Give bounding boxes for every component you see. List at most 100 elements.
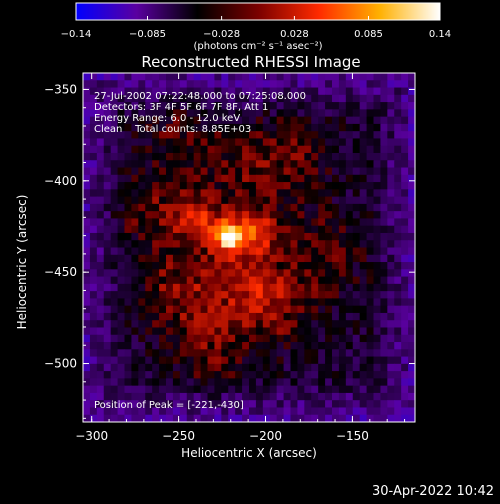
heatmap-cell — [193, 73, 202, 81]
heatmap-cell — [110, 211, 119, 220]
heatmap-cell — [380, 116, 388, 125]
heatmap-cell — [152, 211, 160, 220]
heatmap-cell — [89, 94, 98, 103]
heatmap-cell — [332, 320, 340, 329]
heatmap-cell — [338, 80, 347, 89]
heatmap-cell — [207, 123, 216, 132]
heatmap-cell — [338, 356, 347, 365]
heatmap-cell — [186, 240, 195, 249]
heatmap-cell — [345, 182, 354, 190]
heatmap-cell — [318, 378, 326, 387]
heatmap-cell — [242, 73, 250, 81]
timestamp: 30-Apr-2022 10:42 — [372, 484, 494, 499]
heatmap-cell — [103, 174, 112, 183]
heatmap-cell — [408, 291, 415, 299]
heatmap-cell — [380, 262, 388, 270]
heatmap-cell — [166, 385, 174, 394]
heatmap-cell — [207, 371, 216, 379]
heatmap-cell — [269, 87, 278, 96]
heatmap-cell — [338, 254, 347, 263]
heatmap-cell — [255, 80, 264, 89]
heatmap-cell — [207, 196, 216, 205]
heatmap-cell — [145, 116, 153, 125]
heatmap-cell — [373, 196, 382, 205]
heatmap-cell — [332, 131, 340, 140]
heatmap-cell — [221, 247, 229, 256]
heatmap-cell — [387, 73, 395, 81]
heatmap-cell — [373, 349, 382, 358]
heatmap-cell — [131, 189, 139, 198]
heatmap-cell — [394, 298, 402, 307]
heatmap-cell — [318, 232, 326, 241]
heatmap-cell — [124, 363, 133, 372]
heatmap-cell — [172, 94, 181, 103]
heatmap-cell — [318, 298, 326, 307]
heatmap-cell — [276, 371, 285, 379]
heatmap-cell — [221, 363, 229, 372]
heatmap-cell — [145, 291, 153, 299]
heatmap-cell — [276, 276, 285, 285]
chart-title: Reconstructed RHESSI Image — [141, 53, 360, 71]
heatmap-cell — [352, 291, 361, 299]
heatmap-cell — [221, 131, 229, 140]
heatmap-cell — [311, 320, 319, 329]
heatmap-cell — [207, 305, 216, 314]
heatmap-cell — [235, 283, 243, 292]
heatmap-cell — [166, 211, 174, 220]
heatmap-cell — [103, 312, 112, 321]
heatmap-cell — [186, 371, 195, 379]
heatmap-cell — [103, 80, 112, 89]
heatmap-cell — [338, 291, 347, 299]
heatmap-cell — [338, 152, 347, 161]
heatmap-cell — [103, 400, 112, 409]
heatmap-cell — [262, 312, 271, 321]
heatmap-cell — [276, 211, 285, 220]
heatmap-cell — [262, 407, 271, 416]
heatmap-cell — [401, 123, 409, 132]
heatmap-cell — [214, 385, 222, 394]
annotation-time-range: 27-Jul-2002 07:22:48.000 to 07:25:08.000 — [94, 91, 306, 102]
heatmap-cell — [235, 160, 243, 169]
heatmap-cell — [304, 305, 312, 314]
heatmap-cell — [269, 203, 278, 212]
heatmap-cell — [290, 211, 299, 220]
heatmap-cell — [352, 254, 361, 263]
heatmap-cell — [117, 116, 126, 125]
heatmap-cell — [394, 305, 402, 314]
heatmap-cell — [311, 116, 319, 125]
heatmap-cell — [283, 182, 292, 190]
heatmap-cell — [297, 225, 305, 234]
heatmap-cell — [159, 174, 167, 183]
heatmap-cell — [387, 123, 395, 132]
heatmap-cell — [159, 102, 167, 110]
heatmap-cell — [269, 298, 278, 307]
heatmap-cell — [408, 342, 415, 350]
heatmap-cell — [193, 349, 202, 358]
heatmap-cell — [380, 94, 388, 103]
heatmap-cell — [297, 73, 305, 81]
heatmap-cell — [83, 211, 91, 220]
heatmap-cell — [228, 298, 236, 307]
heatmap-cell — [172, 218, 181, 227]
heatmap-cell — [96, 291, 105, 299]
heatmap-cell — [186, 363, 195, 372]
heatmap-cell — [325, 189, 333, 198]
heatmap-cell — [221, 349, 229, 358]
heatmap-cell — [283, 349, 292, 358]
heatmap-cell — [359, 87, 368, 96]
heatmap-cell — [352, 182, 361, 190]
heatmap-cell — [124, 262, 133, 270]
heatmap-cell — [117, 145, 126, 154]
heatmap-cell — [345, 320, 354, 329]
heatmap-cell — [249, 342, 257, 350]
heatmap-cell — [117, 109, 126, 118]
heatmap-cell — [269, 378, 278, 387]
heatmap-cell — [145, 305, 153, 314]
heatmap-cell — [131, 349, 139, 358]
heatmap-cell — [325, 291, 333, 299]
heatmap-cell — [297, 414, 305, 422]
heatmap-cell — [311, 167, 319, 176]
heatmap-cell — [325, 152, 333, 161]
heatmap-cell — [96, 189, 105, 198]
heatmap-cell — [249, 94, 257, 103]
